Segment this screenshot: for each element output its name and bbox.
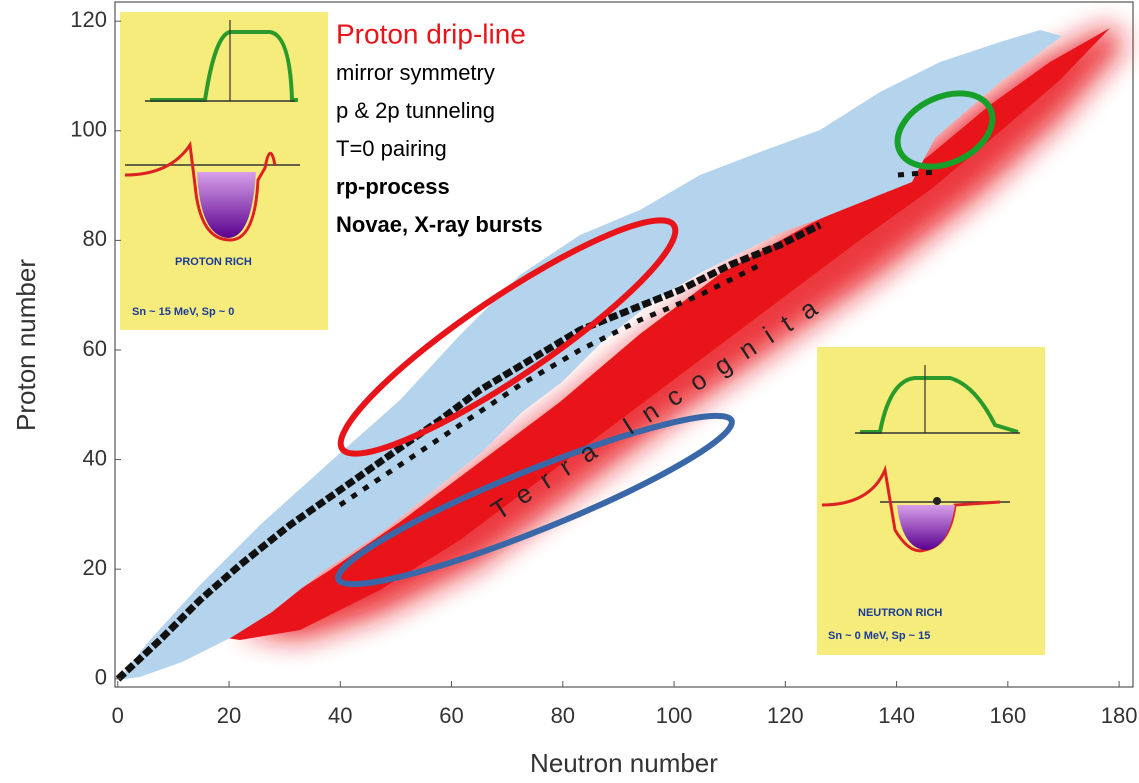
inset-energies: Sn ~ 15 MeV, Sp ~ 0	[132, 306, 234, 318]
y-tick-label: 60	[83, 336, 107, 361]
known-region	[118, 30, 1062, 680]
note-line: p & 2p tunneling	[336, 98, 495, 123]
x-tick-label: 0	[112, 703, 124, 728]
x-tick-label: 60	[439, 703, 463, 728]
inset-energies: Sn ~ 0 MeV, Sp ~ 15	[828, 630, 930, 642]
y-tick-label: 40	[83, 445, 107, 470]
note-line: Novae, X-ray bursts	[336, 212, 543, 237]
inset-proton-rich: PROTON RICH Sn ~ 15 MeV, Sp ~ 0	[120, 12, 328, 330]
inset-label: NEUTRON RICH	[858, 607, 942, 619]
x-axis-title: Neutron number	[530, 748, 718, 778]
note-line: T=0 pairing	[336, 136, 447, 161]
note-title: Proton drip-line	[336, 18, 526, 49]
x-tick-label: 120	[767, 703, 804, 728]
y-tick-label: 120	[70, 7, 107, 32]
neutron-ellipse	[335, 412, 735, 588]
x-tick-label: 20	[217, 703, 241, 728]
y-tick-label: 20	[83, 555, 107, 580]
stable-nuclei	[338, 169, 936, 508]
y-tick-label: 100	[70, 117, 107, 142]
plot-frame	[114, 1, 1134, 688]
heavy-ellipse	[894, 90, 996, 170]
drip-line-ellipse	[337, 217, 679, 457]
x-tick-label: 80	[551, 703, 575, 728]
inset-label: PROTON RICH	[175, 256, 252, 268]
note-line: rp-process	[336, 174, 450, 199]
x-tick-label: 40	[328, 703, 352, 728]
y-axis-title: Proton number	[11, 259, 41, 431]
unknown-region-edge	[220, 28, 1110, 640]
x-tick-label: 160	[989, 703, 1026, 728]
stable-nuclei	[115, 221, 822, 682]
inset-neutron-rich: NEUTRON RICH Sn ~ 0 MeV, Sp ~ 15	[817, 347, 1045, 655]
x-tick-label: 180	[1101, 703, 1138, 728]
y-tick-label: 80	[83, 226, 107, 251]
x-tick-label: 140	[878, 703, 915, 728]
y-tick-label: 0	[95, 665, 107, 690]
note-line: mirror symmetry	[336, 60, 495, 85]
x-tick-label: 100	[656, 703, 693, 728]
